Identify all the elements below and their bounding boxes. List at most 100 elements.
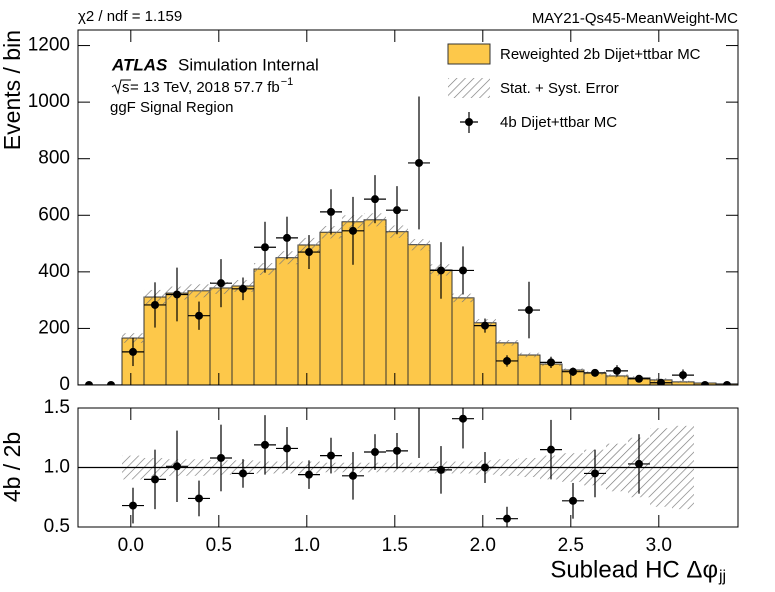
data-point <box>415 394 423 402</box>
data-point <box>173 462 181 471</box>
data-point <box>437 266 445 275</box>
histogram-bar <box>231 285 255 385</box>
data-point <box>503 514 511 523</box>
data-point <box>239 284 247 293</box>
histogram-bar <box>385 231 409 385</box>
data-point <box>525 306 533 315</box>
y-tick-label: 1.5 <box>44 397 70 418</box>
histogram-bar <box>363 219 387 385</box>
x-axis-label: Sublead HC Δφ <box>550 556 718 583</box>
data-point <box>261 243 269 252</box>
data-point <box>481 321 489 330</box>
legend-marker <box>465 118 473 126</box>
error-band <box>452 293 474 303</box>
data-point <box>415 158 423 167</box>
ratio-plot <box>78 394 738 527</box>
data-point <box>503 356 511 365</box>
histogram-bar <box>275 257 299 385</box>
y-tick-label: 0 <box>59 374 70 395</box>
error-band <box>672 380 694 384</box>
data-point <box>85 381 93 385</box>
x-tick-label: 1.5 <box>382 535 408 556</box>
data-point <box>349 226 357 235</box>
data-point <box>459 414 467 423</box>
data-point <box>591 469 599 478</box>
x-tick-label: 0.0 <box>118 535 144 556</box>
data-point <box>151 475 159 484</box>
y-axis-label: Events / bin <box>0 30 25 150</box>
chi2-label: χ2 / ndf = 1.159 <box>78 8 182 25</box>
error-band <box>408 239 430 251</box>
top-plot <box>78 96 738 385</box>
legend-label: Stat. + Syst. Error <box>500 80 619 97</box>
histogram-bar <box>451 297 475 385</box>
energy-label: = 13 TeV, 2018 57.7 fb <box>130 79 280 96</box>
x-tick-label: 3.0 <box>646 535 672 556</box>
top-frame <box>77 29 739 386</box>
region-label: ggF Signal Region <box>110 99 233 116</box>
histogram-bar <box>253 268 277 385</box>
sqrt-sign <box>111 79 131 95</box>
data-point <box>635 374 643 383</box>
data-point <box>371 448 379 457</box>
y-tick-label: 1.0 <box>44 457 70 478</box>
tag-label: MAY21-Qs45-MeanWeight-MC <box>532 10 738 27</box>
data-point <box>547 358 555 367</box>
data-point <box>283 444 291 453</box>
x-tick-label: 1.0 <box>294 535 320 556</box>
y-tick-label: 200 <box>38 317 70 338</box>
data-point <box>701 381 709 385</box>
data-point <box>107 381 115 385</box>
y-tick-label: 800 <box>38 148 70 169</box>
y-tick-label: 1200 <box>28 35 70 56</box>
legend-label: Reweighted 2b Dijet+ttbar MC <box>500 46 701 63</box>
data-point <box>327 451 335 460</box>
x-tick-label: 2.0 <box>470 535 496 556</box>
data-point <box>217 453 225 462</box>
sqrt-label: s <box>122 79 130 96</box>
histogram-bar <box>407 244 431 385</box>
data-point <box>261 440 269 449</box>
histogram-bar <box>319 231 343 385</box>
data-point <box>327 207 335 216</box>
energy-sup: −1 <box>281 76 294 88</box>
data-point <box>459 266 467 275</box>
data-point <box>437 465 445 474</box>
legend-swatch <box>448 78 490 98</box>
data-point <box>657 378 665 385</box>
data-point <box>679 371 687 380</box>
y-tick-label: 0.5 <box>44 516 70 537</box>
data-point <box>481 463 489 472</box>
data-point <box>569 496 577 505</box>
data-point <box>151 300 159 309</box>
axes <box>77 29 739 528</box>
ratio-y-axis-label: 4b / 2b <box>0 432 25 502</box>
data-point <box>217 279 225 288</box>
data-point <box>569 367 577 376</box>
data-point <box>173 290 181 299</box>
data-point <box>129 347 137 356</box>
error-band <box>496 340 518 346</box>
data-point <box>195 311 203 320</box>
error-band <box>188 284 210 298</box>
data-point <box>393 206 401 215</box>
x-tick-label: 2.5 <box>558 535 584 556</box>
x-axis-label-sub: jj <box>718 568 726 585</box>
legend-swatch <box>447 43 491 65</box>
y-tick-label: 400 <box>38 261 70 282</box>
atlas-label: ATLAS <box>111 55 168 74</box>
data-point <box>613 366 621 375</box>
y-tick-label: 1000 <box>28 91 70 112</box>
data-point <box>283 233 291 242</box>
atlas-sub: Simulation Internal <box>178 55 319 74</box>
legend-label: 4b Dijet+ttbar MC <box>500 114 617 131</box>
data-point <box>305 470 313 479</box>
histogram-bar <box>517 354 541 385</box>
data-point <box>723 381 731 385</box>
data-point <box>591 368 599 377</box>
data-point <box>547 445 555 454</box>
error-band <box>518 352 540 358</box>
data-point <box>129 501 137 510</box>
legend: Reweighted 2b Dijet+ttbar MC Stat. + Syst… <box>447 43 701 133</box>
